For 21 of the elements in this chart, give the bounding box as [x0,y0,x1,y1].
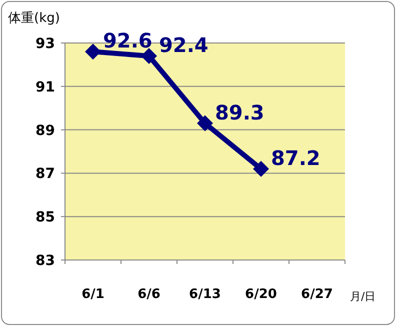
point [85,44,101,60]
point [253,160,269,177]
x-tick-label: 6/1 [82,287,104,302]
data-label: 87.2 [271,146,320,170]
y-tick-label: 89 [36,122,55,139]
y-tick-label: 87 [36,166,55,182]
x-tick-label: 6/6 [138,287,160,302]
x-tick-label: 6/13 [189,287,221,302]
point [141,48,157,64]
data-label: 89.3 [215,100,264,124]
x-axis-title: 月/日 [350,290,376,303]
data-label: 92.4 [159,33,208,58]
data-label: 92.6 [103,28,152,53]
y-axis-title: 体重(kg) [8,11,60,26]
x-tick-label: 6/27 [301,287,333,302]
y-tick-label: 93 [36,36,55,52]
point [197,115,213,132]
x-tick-label: 6/20 [245,287,277,302]
y-tick-label: 91 [36,79,55,96]
y-tick-label: 85 [36,210,55,226]
y-tick-label: 83 [36,253,55,269]
